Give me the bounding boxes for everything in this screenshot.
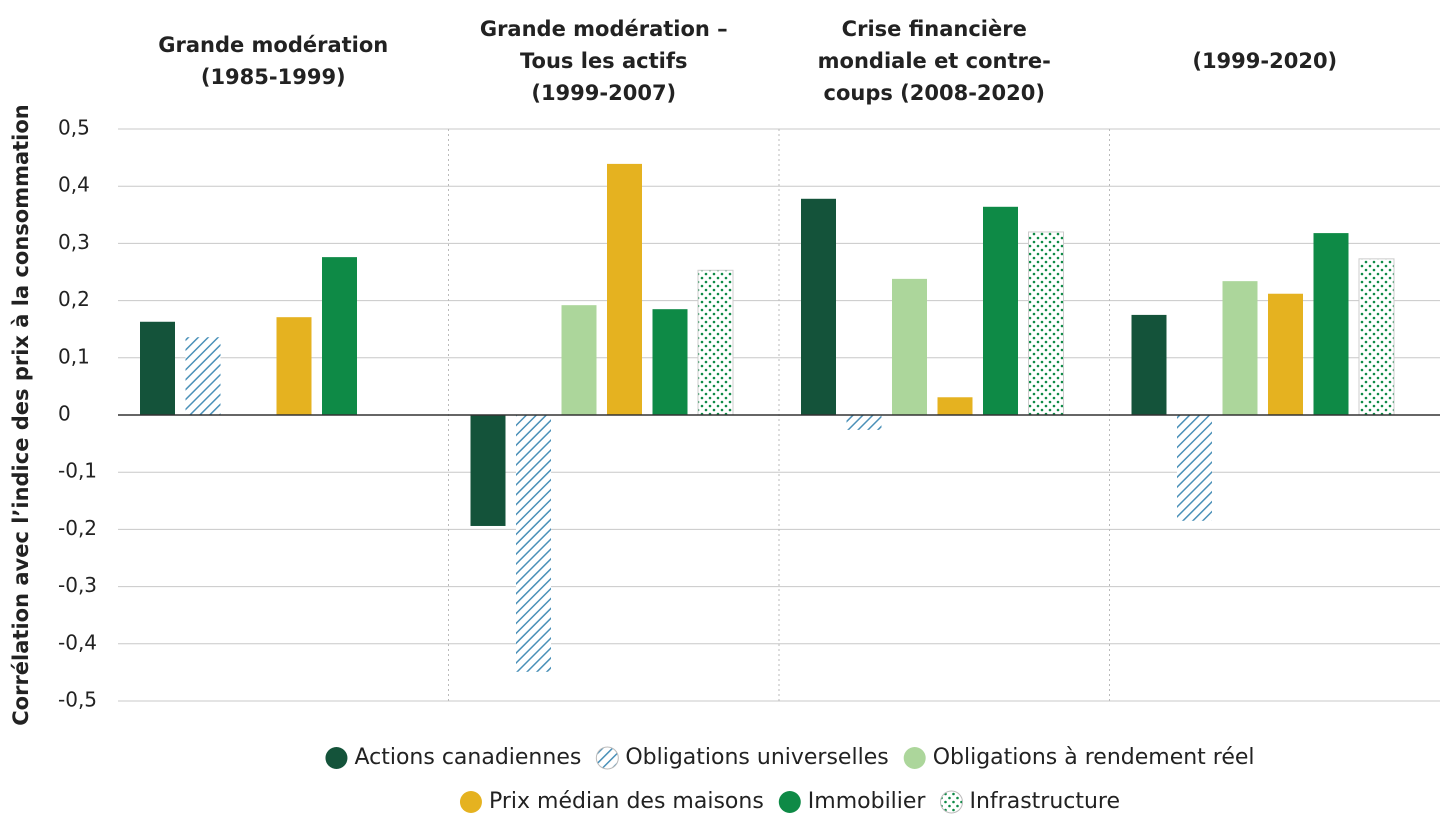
bar xyxy=(561,305,597,415)
bar xyxy=(470,415,506,526)
category-title: (1999-2007) xyxy=(531,81,676,105)
legend: Actions canadiennes Obligations universel… xyxy=(325,745,1255,814)
bar xyxy=(1268,293,1303,415)
legend-item: Obligations à rendement réel xyxy=(903,745,1255,770)
legend-item: Immobilier xyxy=(778,789,927,814)
category-title: mondiale et contre- xyxy=(818,49,1051,73)
legend-label: Infrastructure xyxy=(969,789,1120,814)
y-tick-label: 0,1 xyxy=(58,344,90,368)
bar xyxy=(801,198,836,415)
legend-marker xyxy=(459,791,482,813)
category-title: Grande modération xyxy=(158,33,388,57)
y-tick-label: 0,5 xyxy=(58,116,90,140)
bar xyxy=(1313,233,1349,415)
bar xyxy=(1358,258,1395,416)
y-tick-label: -0,3 xyxy=(58,573,97,597)
bar xyxy=(1222,281,1258,415)
y-axis-label: Corrélation avec l’indice des prix à la … xyxy=(9,104,33,726)
y-tick-label: 0,2 xyxy=(58,287,90,311)
y-tick-label: -0,4 xyxy=(58,630,97,654)
y-tick-label: -0,2 xyxy=(58,516,97,540)
bar xyxy=(322,257,357,415)
y-tick-label: 0 xyxy=(58,402,71,426)
bar xyxy=(1177,415,1212,521)
legend-marker xyxy=(325,747,348,769)
y-tick-label: -0,1 xyxy=(58,459,97,483)
bar xyxy=(1131,314,1167,415)
legend-label: Obligations à rendement réel xyxy=(933,745,1255,770)
legend-item: Obligations universelles xyxy=(595,745,889,770)
legend-label: Actions canadiennes xyxy=(354,745,581,770)
legend-marker xyxy=(939,790,963,814)
y-tick-label: -0,5 xyxy=(58,688,97,712)
category-title: (1985-1999) xyxy=(201,65,346,89)
legend-label: Prix médian des maisons xyxy=(489,789,764,814)
category-title: Grande modération – xyxy=(480,17,728,41)
bar xyxy=(607,163,642,415)
bar xyxy=(1028,231,1064,416)
legend-marker xyxy=(903,747,926,769)
bar xyxy=(892,278,927,415)
bar xyxy=(937,397,973,415)
legend-marker xyxy=(778,791,801,813)
legend-label: Obligations universelles xyxy=(625,745,888,770)
legend-label: Immobilier xyxy=(808,789,927,814)
bar xyxy=(983,206,1018,415)
bar xyxy=(516,415,551,672)
legend-item: Actions canadiennes xyxy=(325,745,581,770)
legend-item: Infrastructure xyxy=(939,789,1120,814)
y-tick-label: 0,3 xyxy=(58,230,90,254)
bar xyxy=(697,269,734,416)
category-title: Tous les actifs xyxy=(520,49,687,73)
bar xyxy=(185,337,221,415)
category-title: (1999-2020) xyxy=(1192,49,1337,73)
bar xyxy=(652,309,688,415)
legend-item: Prix médian des maisons xyxy=(459,789,764,814)
legend-marker xyxy=(595,746,619,770)
y-tick-label: 0,4 xyxy=(58,173,90,197)
category-title: coups (2008-2020) xyxy=(824,81,1045,105)
bar xyxy=(276,317,312,415)
category-title: Crise financière xyxy=(842,17,1027,41)
bar xyxy=(846,415,882,430)
bar xyxy=(140,321,175,415)
